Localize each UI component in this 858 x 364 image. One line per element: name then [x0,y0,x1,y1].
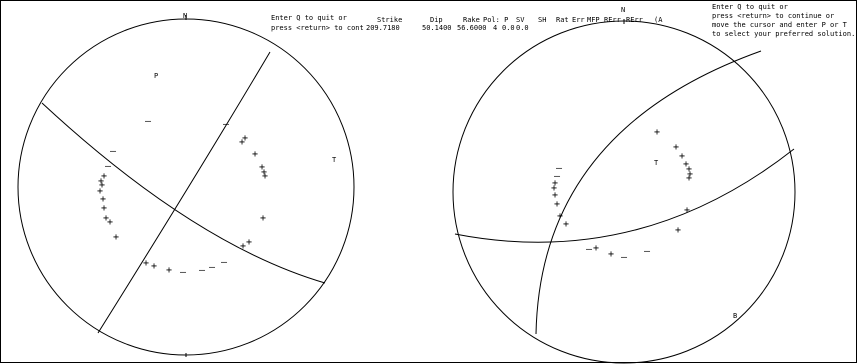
compression-symbol: + [686,173,692,184]
left-p-axis-label: P [154,72,158,80]
compression-symbol: + [593,243,599,254]
right-prompt-line-3: move the cursor and enter P or T [712,21,847,29]
left-north-label: N [183,12,187,20]
right-nodal-plane-1 [535,50,762,335]
compression-symbol: + [107,217,113,228]
right-prompt-line-2: press <return> to continue or [712,12,835,20]
header-a: (A [654,16,663,24]
right-stereonet[interactable]: N T B +++++++++––++++++– ++ –– [452,6,796,364]
right-north-label: N [621,6,625,14]
compression-symbol: + [552,190,558,201]
compression-symbol: + [260,213,266,224]
value-rake: 56.6000 [457,24,487,32]
compression-symbol: + [608,249,614,260]
dilatation-symbol: – [554,171,561,182]
right-primitive-circle [452,20,796,364]
compression-symbol: + [552,178,558,189]
compression-symbol: + [261,167,267,178]
header-rat: Rat [556,16,569,24]
dilatation-symbol: – [644,246,651,257]
dilatation-symbol: – [209,262,216,273]
header-err: Err [572,16,585,24]
compression-symbol: + [675,225,681,236]
dilatation-symbol: – [621,252,628,263]
right-prompt-line-4: to select your preferred solution. [712,30,856,38]
header-strike: Strike [377,16,403,24]
compression-symbol: + [101,203,107,214]
right-t-axis-label: T [654,159,659,167]
compression-symbol: + [654,127,660,138]
dilatation-symbol: – [556,163,563,174]
right-nodal-plane-2 [454,148,795,243]
value-sh: 0.0 [516,24,529,32]
compression-symbol: + [554,199,560,210]
compression-symbol: + [683,159,689,170]
compression-symbol: + [563,219,569,230]
compression-symbol: + [262,171,268,182]
header-mfp: MFP [587,16,600,24]
right-polarity-observations: +++++++++––++++++– ++ –– [551,127,693,263]
left-prompt-line-1: Enter Q to quit or [271,14,347,22]
right-prompt-line-1: Enter Q to quit or [712,3,788,11]
left-prompt-line-2: press <return> to cont [271,24,364,32]
header-rerr-1: RErr [604,16,621,24]
compression-symbol: + [166,265,172,276]
compression-symbol: + [246,237,252,248]
value-strike: 209.7180 [366,24,400,32]
header-dip: Dip [430,16,443,24]
header-sv: SV [516,16,525,24]
left-nodal-plane-1 [97,51,271,334]
left-primitive-circle [17,18,355,356]
header-pol-p: Pol: P [483,16,509,24]
compression-symbol: + [143,258,149,269]
dilatation-symbol: – [586,244,593,255]
dilatation-symbol: – [199,265,206,276]
compression-symbol: + [240,241,246,252]
compression-symbol: + [684,205,690,216]
value-pol-p: 4 [493,24,498,32]
compression-symbol: + [551,183,557,194]
dilatation-symbol: – [145,116,152,127]
left-polarity-observations: – –––+++++++++++++++++++ + + – – – – [97,116,268,278]
left-t-axis-label: T [332,156,337,164]
left-nodal-plane-2 [41,102,326,284]
compression-symbol: + [673,142,679,153]
compression-symbol: + [100,194,106,205]
compression-symbol: + [259,162,265,173]
header-rake: Rake [463,16,480,24]
compression-symbol: + [687,169,693,180]
compression-symbol: + [97,186,103,197]
dilatation-symbol: – [223,119,230,130]
compression-symbol: + [242,133,248,144]
value-sv: 0.0 [502,24,515,32]
compression-symbol: + [557,211,563,222]
compression-symbol: + [151,261,157,272]
compression-symbol: + [101,171,107,182]
header-sh: SH [538,16,547,24]
right-b-axis-label: B [733,312,737,320]
dilatation-symbol: – [221,257,228,268]
dilatation-symbol: – [110,146,117,157]
compression-symbol: + [686,164,692,175]
dilatation-symbol: – [180,267,187,278]
header-rerr-2: RErr [626,16,643,24]
compression-symbol: + [239,137,245,148]
compression-symbol: + [98,176,104,187]
left-stereonet[interactable]: N P T – –––+++++++++++++++++++ + + – – – – [17,12,355,357]
compression-symbol: + [679,151,685,162]
compression-symbol: + [113,232,119,243]
compression-symbol: + [252,149,258,160]
compression-symbol: + [99,180,105,191]
dilatation-symbol: – [105,161,112,172]
value-dip: 50.1400 [422,24,452,32]
compression-symbol: + [103,213,109,224]
